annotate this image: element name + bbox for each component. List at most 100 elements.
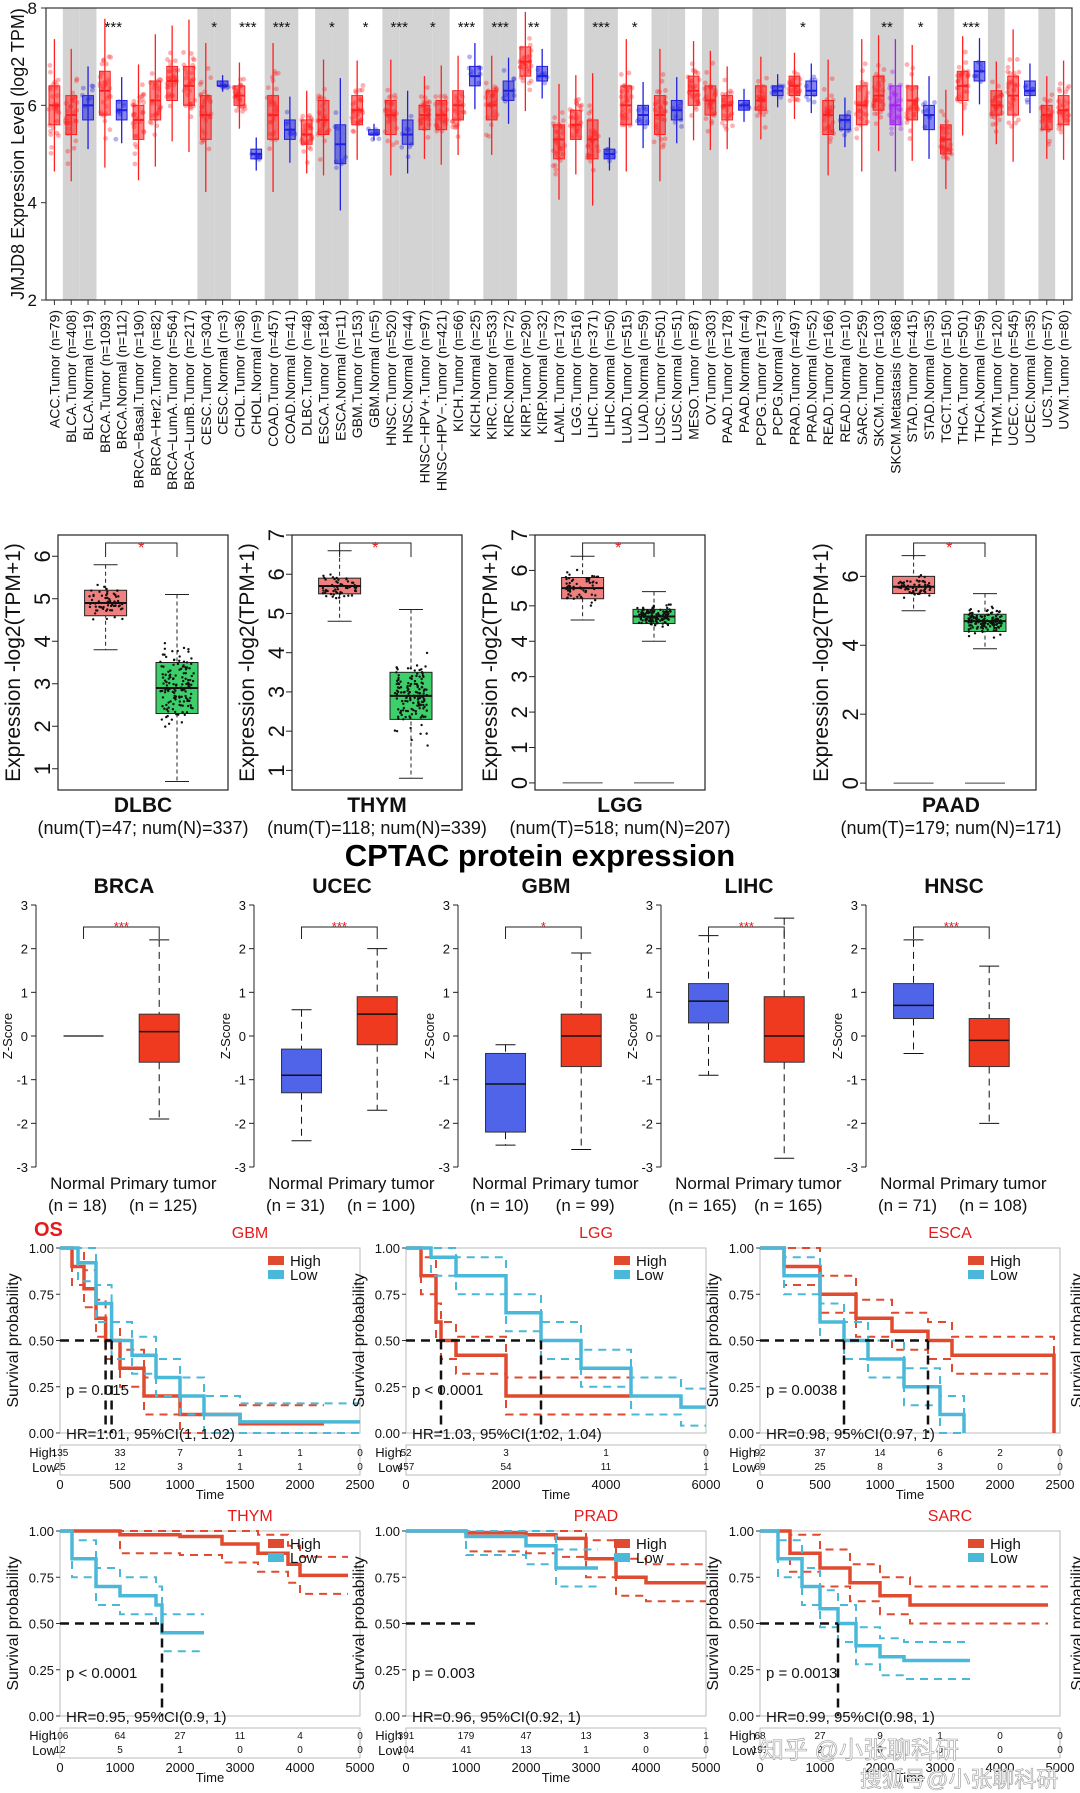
- jitter-point: [163, 707, 166, 710]
- risk-high-count: 1: [297, 1448, 303, 1459]
- jitter-point: [415, 674, 418, 678]
- jitter-point: [163, 647, 167, 651]
- box: [822, 99, 834, 136]
- box: [401, 119, 414, 145]
- jitter-point: [420, 723, 423, 727]
- jitter-point: [406, 684, 409, 688]
- jitter-point: [568, 573, 571, 576]
- gepia-frame: [57, 534, 229, 791]
- jitter-point: [333, 110, 339, 116]
- jitter-point: [407, 681, 410, 685]
- jitter-point: [553, 167, 559, 173]
- jitter-point: [664, 613, 667, 616]
- jitter-point: [968, 609, 971, 612]
- jitter-point: [88, 605, 92, 609]
- y-tick-label: 0.25: [375, 1380, 400, 1395]
- y-tick-label: -2: [641, 1116, 653, 1131]
- risk-low-count: 69: [754, 1462, 766, 1473]
- jitter-point: [846, 109, 852, 115]
- x-tick-label: READ.Normal (n=10): [837, 310, 853, 443]
- jitter-point: [908, 591, 911, 594]
- jitter-point: [904, 120, 910, 126]
- x-tick-label: 5000: [1046, 1760, 1075, 1775]
- jitter-point: [206, 146, 212, 152]
- x-tick-label: 1000: [806, 1760, 835, 1775]
- jitter-point: [656, 617, 660, 621]
- jitter-point: [755, 78, 761, 84]
- x-tick-label: STAD.Normal (n=35): [921, 310, 937, 440]
- risk-low-count: 0: [237, 1745, 243, 1756]
- jitter-point: [182, 672, 185, 675]
- jitter-point: [110, 609, 114, 612]
- jitter-point: [720, 120, 725, 126]
- box: [1040, 104, 1053, 131]
- jitter-point: [108, 597, 111, 601]
- group-n: (n = 125): [129, 1196, 198, 1215]
- jitter-point: [426, 744, 429, 747]
- jitter-point: [588, 158, 593, 164]
- ci-upper-low: [60, 1530, 204, 1616]
- jitter-point: [909, 580, 912, 583]
- jitter-point: [913, 593, 916, 596]
- legend-high: High: [290, 1253, 321, 1270]
- jitter-point: [679, 124, 684, 129]
- y-tick-label: 3: [30, 678, 55, 690]
- jitter-point: [860, 68, 865, 74]
- jitter-point: [402, 718, 405, 721]
- jitter-point: [164, 655, 168, 659]
- jitter-point: [73, 138, 79, 144]
- jitter-point: [705, 128, 711, 134]
- jitter-point: [317, 157, 323, 162]
- jitter-point: [578, 103, 583, 109]
- y-tick-label: 7: [507, 529, 532, 541]
- km-curve-high: [60, 1529, 348, 1578]
- y-tick-label: 0.50: [29, 1617, 54, 1632]
- x-tick-label: 4000: [986, 1760, 1015, 1775]
- risk-high-count: 33: [114, 1448, 126, 1459]
- jitter-point: [969, 624, 972, 627]
- jitter-point: [967, 628, 971, 631]
- jitter-point: [347, 594, 350, 597]
- jitter-point: [410, 677, 413, 681]
- jitter-point: [413, 679, 417, 683]
- risk-high-count: 14: [874, 1448, 886, 1459]
- jitter-point: [584, 590, 587, 594]
- x-tick-label: PCPG.Normal (n=3): [770, 310, 786, 436]
- y-axis-label: Survival probability: [351, 1556, 368, 1690]
- jitter-point: [425, 709, 428, 712]
- jitter-point: [873, 121, 879, 127]
- jitter-point: [973, 632, 977, 635]
- jitter-point: [178, 659, 181, 662]
- legend-low: Low: [636, 1267, 664, 1284]
- jitter-point: [593, 575, 596, 578]
- significance-mark: ***: [332, 919, 347, 934]
- jitter-point: [1057, 88, 1063, 94]
- plot-title: HNSC: [924, 875, 984, 898]
- jitter-point: [198, 79, 204, 85]
- jitter-point: [649, 620, 653, 624]
- x-tick-label: KIRC.Normal (n=72): [501, 310, 517, 437]
- band-47: [836, 8, 854, 300]
- jitter-point: [169, 669, 172, 672]
- jitter-point: [421, 674, 425, 677]
- jitter-point: [795, 97, 801, 103]
- x-tick-label: HNSC.Tumor (n=520): [383, 310, 399, 446]
- jitter-point: [239, 104, 245, 110]
- jitter-point: [778, 95, 784, 100]
- box: [317, 99, 330, 136]
- jitter-point: [990, 122, 996, 127]
- jitter-point: [89, 83, 95, 89]
- jitter-point: [576, 96, 581, 102]
- y-tick-label: 2: [30, 720, 55, 732]
- jitter-point: [178, 696, 181, 699]
- jitter-point: [336, 588, 340, 591]
- jitter-point: [764, 75, 769, 81]
- jitter-point: [579, 595, 583, 599]
- jitter-point: [981, 627, 985, 630]
- y-tick-label: 2: [21, 942, 28, 957]
- y-tick-label: 0: [646, 1029, 653, 1044]
- legend-low: Low: [990, 1550, 1018, 1567]
- jitter-point: [406, 689, 409, 692]
- jitter-point: [132, 161, 138, 167]
- x-tick-label: LUAD.Normal (n=59): [635, 310, 651, 441]
